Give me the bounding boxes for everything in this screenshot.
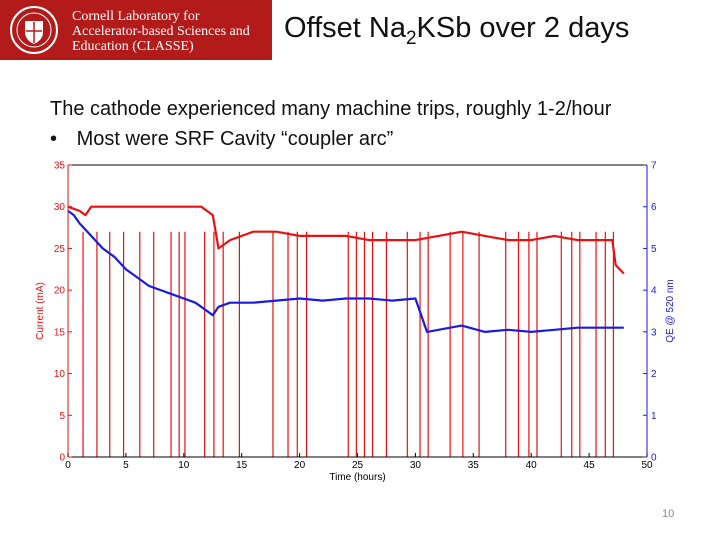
y-right-axis-label: QE @ 520 nm bbox=[665, 279, 676, 343]
x-tick-label: 45 bbox=[584, 460, 596, 471]
title-text-rest: KSb over 2 days bbox=[416, 12, 630, 44]
x-tick-label: 35 bbox=[468, 460, 480, 471]
x-tick-label: 25 bbox=[352, 460, 364, 471]
title-panel bbox=[272, 0, 720, 60]
y-left-tick-label: 5 bbox=[59, 411, 65, 422]
cornell-seal-icon bbox=[10, 6, 58, 54]
bullet-item: • Most were SRF Cavity “coupler arc” bbox=[50, 124, 611, 154]
y-right-tick-label: 6 bbox=[651, 202, 657, 213]
y-right-tick-label: 4 bbox=[651, 286, 657, 297]
x-tick-label: 50 bbox=[641, 460, 653, 471]
page-number: 10 bbox=[662, 508, 675, 520]
y-left-tick-label: 0 bbox=[59, 453, 65, 464]
org-line: Education (CLASSE) bbox=[72, 39, 194, 54]
y-left-tick-label: 10 bbox=[54, 369, 66, 380]
x-axis-label: Time (hours) bbox=[329, 472, 385, 483]
y-left-tick-label: 30 bbox=[54, 202, 66, 213]
y-left-tick-label: 25 bbox=[54, 244, 66, 255]
y-right-tick-label: 3 bbox=[651, 327, 657, 338]
bullet-text: Most were SRF Cavity “coupler arc” bbox=[76, 128, 394, 150]
logo-panel: Cornell Laboratory for Accelerator-based… bbox=[0, 0, 272, 60]
y-right-tick-label: 1 bbox=[651, 411, 657, 422]
slide-body: The cathode experienced many machine tri… bbox=[50, 94, 611, 154]
title-subscript: 2 bbox=[405, 27, 417, 49]
org-line: Cornell Laboratory for bbox=[72, 9, 200, 24]
current-series-line bbox=[67, 205, 625, 275]
y-right-tick-label: 2 bbox=[651, 369, 657, 380]
qe-series-line bbox=[67, 210, 624, 333]
x-tick-label: 10 bbox=[178, 460, 190, 471]
y-left-axis-label: Current (mA) bbox=[35, 282, 46, 340]
slide-header: Cornell Laboratory for Accelerator-based… bbox=[0, 0, 720, 60]
x-tick-label: 15 bbox=[236, 460, 248, 471]
x-tick-label: 40 bbox=[526, 460, 538, 471]
y-right-tick-label: 5 bbox=[651, 244, 657, 255]
x-tick-label: 30 bbox=[410, 460, 422, 471]
y-left-tick-label: 15 bbox=[54, 327, 66, 338]
y-right-tick-label: 0 bbox=[651, 453, 657, 464]
body-line: The cathode experienced many machine tri… bbox=[50, 98, 612, 120]
y-right-tick-label: 7 bbox=[651, 161, 657, 172]
title-text: Offset Na bbox=[284, 12, 406, 44]
org-name: Cornell Laboratory for Accelerator-based… bbox=[72, 9, 250, 54]
y-left-tick-label: 35 bbox=[54, 161, 66, 172]
bullet-glyph: • bbox=[50, 128, 58, 150]
y-left-tick-label: 20 bbox=[54, 286, 66, 297]
slide-title: Offset Na2KSb over 2 days bbox=[284, 12, 629, 50]
x-tick-label: 0 bbox=[65, 460, 71, 471]
x-tick-label: 5 bbox=[123, 460, 129, 471]
org-line: Accelerator-based Sciences and bbox=[72, 24, 250, 39]
x-tick-label: 20 bbox=[294, 460, 306, 471]
